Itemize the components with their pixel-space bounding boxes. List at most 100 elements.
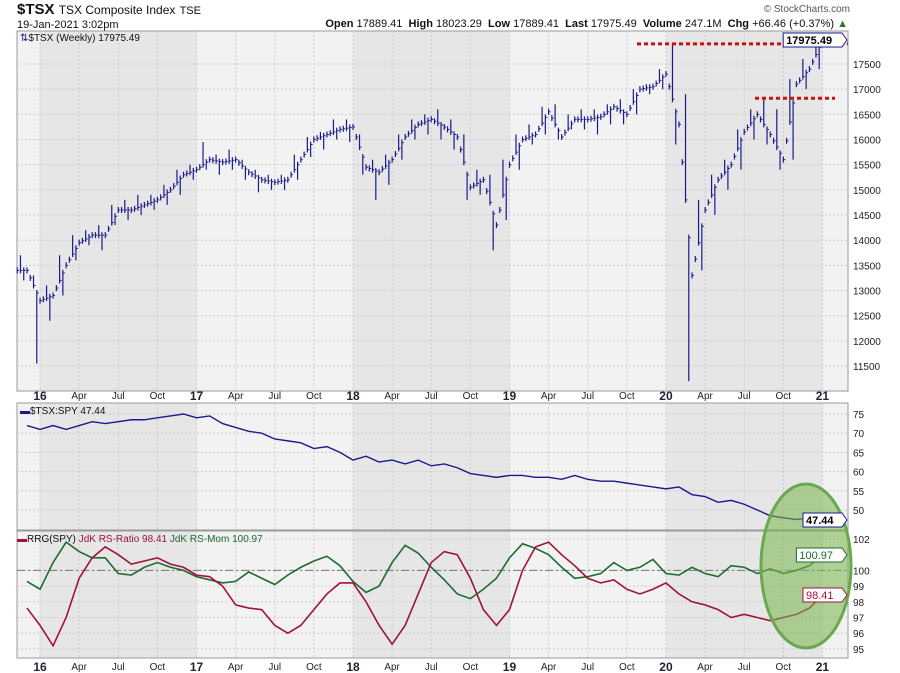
last-price-label: 17975.49 — [786, 35, 832, 47]
rs-line — [26, 413, 823, 521]
y-tick-label: 99 — [853, 582, 865, 593]
x-tick-label: 18 — [346, 660, 360, 673]
y-tick-label: 96 — [853, 629, 865, 640]
x-tick-label: Jul — [268, 391, 281, 402]
ratio-legend: JdK RS-Ratio 98.41 — [78, 534, 168, 545]
x-tick-label: Jul — [738, 662, 751, 673]
x-tick-label: Apr — [384, 662, 400, 673]
chg-value: +66.46 (+0.37%) — [752, 18, 835, 30]
x-tick-label: 20 — [659, 389, 673, 403]
volume-value: 247.1M — [684, 18, 722, 30]
rs-legend-text: $TSX:SPY 47.44 — [30, 406, 106, 417]
rrg-legend: ▬RRG(SPY) JdK RS-Ratio 98.41 JdK RS-Mom … — [17, 533, 263, 546]
x-tick-label: Jul — [268, 662, 281, 673]
x-tick-label: Oct — [776, 662, 792, 673]
year-band — [40, 531, 197, 658]
x-tick-label: 17 — [190, 660, 204, 673]
y-tick-label: 14000 — [853, 236, 881, 247]
x-tick-label: Apr — [541, 391, 557, 402]
price-legend-text: $TSX (Weekly) 17975.49 — [28, 33, 140, 44]
y-tick-label: 70 — [853, 429, 865, 440]
x-tick-label: 20 — [659, 660, 673, 673]
y-tick-label: 14500 — [853, 211, 881, 222]
x-tick-label: Apr — [697, 662, 713, 673]
last-price-label-box — [782, 32, 848, 48]
x-tick-label: Oct — [463, 391, 479, 402]
y-tick-label: 55 — [853, 487, 865, 498]
symbol: $TSX — [17, 1, 55, 18]
y-tick-label: 16500 — [853, 110, 881, 121]
x-tick-label: Jul — [425, 391, 438, 402]
high-label: High — [408, 18, 433, 30]
y-tick-label: 13000 — [853, 287, 881, 298]
datetime: 19-Jan-2021 3:02pm — [17, 19, 119, 31]
x-tick-label: 16 — [33, 389, 47, 403]
x-tick-label: Jul — [581, 391, 594, 402]
x-tick-label: Jul — [112, 391, 125, 402]
y-tick-label: 16000 — [853, 136, 881, 147]
x-tick-label: Oct — [619, 391, 635, 402]
x-tick-label: Apr — [71, 662, 87, 673]
x-tick-label: Jul — [738, 391, 751, 402]
x-tick-label: Apr — [228, 662, 244, 673]
x-tick-label: Apr — [384, 391, 400, 402]
open-label: Open — [325, 18, 354, 30]
x-tick-label: Apr — [697, 391, 713, 402]
rs-legend: ▬$TSX:SPY 47.44 — [20, 405, 105, 418]
ratio-last-label: 98.41 — [806, 590, 834, 602]
y-tick-label: 60 — [853, 468, 865, 479]
x-tick-label: Oct — [150, 391, 166, 402]
x-tick-label: Oct — [619, 662, 635, 673]
rs-last-label: 47.44 — [806, 515, 834, 527]
rrg-legend-swatch: ▬ — [17, 534, 27, 545]
x-tick-label: Oct — [306, 662, 322, 673]
mom-last-label-box — [795, 547, 848, 563]
x-tick-label: 19 — [503, 660, 517, 673]
price-legend: ⇅$TSX (Weekly) 17975.49 — [20, 32, 140, 45]
x-tick-label: Jul — [112, 662, 125, 673]
low-value: 17889.41 — [513, 18, 559, 30]
highlight-ellipse — [759, 482, 853, 650]
x-tick-label: 17 — [190, 389, 204, 403]
rs-ratio-line — [26, 541, 823, 648]
y-tick-label: 17500 — [853, 60, 881, 71]
x-tick-label: Oct — [463, 662, 479, 673]
y-tick-label: 50 — [853, 506, 865, 517]
y-tick-label: 11500 — [853, 362, 881, 373]
y-tick-label: 95 — [853, 645, 865, 656]
x-tick-label: 21 — [816, 660, 830, 673]
x-tick-label: 19 — [503, 389, 517, 403]
copyright: © StockCharts.com — [763, 4, 850, 15]
ratio-last-label-box — [802, 587, 848, 603]
low-label: Low — [488, 18, 511, 30]
rs-momentum-line — [26, 540, 823, 600]
y-tick-label: 75 — [853, 410, 865, 421]
y-tick-label: 15000 — [853, 186, 881, 197]
x-tick-label: Oct — [306, 391, 322, 402]
rrg-legend-prefix: RRG(SPY) — [27, 534, 76, 545]
mom-legend: JdK RS-Mom 100.97 — [169, 534, 263, 545]
y-tick-label: 15500 — [853, 161, 881, 172]
x-tick-label: Jul — [425, 662, 438, 673]
last-value: 17975.49 — [590, 18, 637, 30]
x-tick-label: 16 — [33, 660, 47, 673]
y-tick-label: 98 — [853, 598, 865, 609]
y-tick-label: 102 — [853, 535, 870, 546]
high-value: 18023.29 — [436, 18, 482, 30]
rs-legend-swatch: ▬ — [20, 406, 30, 417]
x-tick-label: Oct — [150, 662, 166, 673]
year-band — [40, 403, 197, 530]
x-tick-label: 18 — [346, 389, 360, 403]
chg-label: Chg — [727, 18, 750, 30]
y-tick-label: 65 — [853, 448, 865, 459]
y-tick-label: 12000 — [853, 337, 881, 348]
y-tick-label: 12500 — [853, 312, 881, 323]
up-arrow-icon: ▲ — [837, 18, 848, 30]
rs-last-label-box — [802, 512, 848, 528]
exchange: TSE — [179, 5, 201, 17]
ohlc-icon: ⇅ — [20, 33, 29, 44]
x-tick-label: Jul — [581, 662, 594, 673]
y-tick-label: 97 — [853, 614, 865, 625]
quote-bar: Open 17889.41 High 18023.29 Low 17889.41… — [325, 18, 848, 31]
